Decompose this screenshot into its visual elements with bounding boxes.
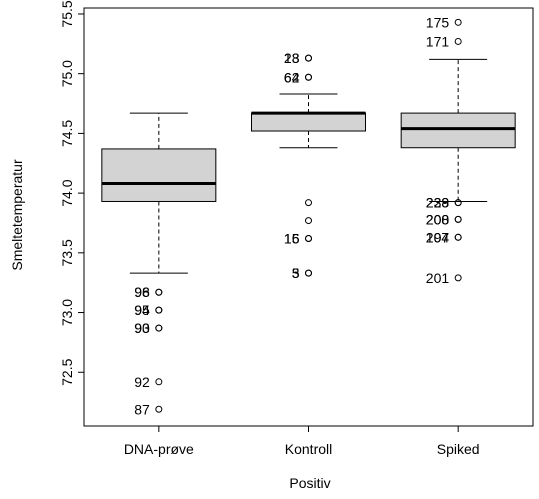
outlier-point (454, 274, 462, 282)
x-tick-label: Spiked (437, 441, 480, 457)
y-tick-label: 75.5 (59, 0, 75, 27)
box-3 (400, 58, 516, 202)
outlier-label: 5 (292, 265, 300, 281)
iqr-box (400, 112, 516, 149)
outlier-label: 197 (426, 229, 450, 245)
outlier-point (305, 73, 312, 81)
outlier-label: 87 (134, 401, 150, 417)
outlier-label: 175 (426, 14, 450, 30)
outlier-label: 23 (284, 50, 300, 66)
outlier-label: 94 (134, 302, 150, 318)
outlier-label: 18 (284, 50, 300, 66)
outlier-point (305, 54, 312, 62)
y-tick-label: 74.5 (59, 120, 75, 147)
x-tick-label: Kontroll (285, 441, 332, 457)
outliers: 9896959490939287231864621615531751712392… (134, 14, 462, 417)
outlier-label: 93 (134, 320, 150, 336)
y-tick-label: 73.0 (59, 299, 75, 326)
outlier-label: 204 (426, 229, 450, 245)
outlier-point (305, 217, 312, 225)
outlier-label: 228 (426, 195, 450, 211)
outlier-label: 62 (284, 69, 300, 85)
x-axis: DNA-prøve Kontroll Spiked (124, 426, 480, 457)
plot-frame (83, 7, 534, 427)
outlier-label: 208 (426, 211, 450, 227)
y-tick-label: 73.5 (59, 239, 75, 266)
plot-border (83, 7, 534, 427)
outlier-label: 3 (292, 265, 300, 281)
outlier-label: 16 (284, 230, 300, 246)
y-tick-label: 72.5 (59, 358, 75, 385)
x-axis-title: Positiv (289, 475, 330, 491)
outlier-point (305, 234, 312, 242)
outlier-point (155, 378, 163, 386)
outlier-label: 96 (134, 284, 150, 300)
outlier-point (155, 306, 163, 314)
x-tick-label: DNA-prøve (124, 441, 194, 457)
iqr-box (101, 148, 217, 202)
outlier-label: 171 (426, 33, 450, 49)
outlier-point (305, 269, 312, 277)
boxes (101, 58, 516, 274)
y-axis-title: Smeltetemperatur (9, 159, 25, 271)
outlier-label: 200 (426, 211, 450, 227)
outlier-label: 95 (134, 302, 150, 318)
iqr-box (251, 112, 366, 132)
y-tick-label: 74.0 (59, 179, 75, 206)
outlier-point (155, 288, 163, 296)
outlier-point (454, 18, 462, 26)
outlier-point (454, 37, 462, 45)
y-axis: 72.5 73.0 73.5 74.0 74.5 75.0 75.5 (59, 0, 84, 386)
outlier-label: 15 (284, 230, 300, 246)
y-tick-label: 75.0 (59, 60, 75, 87)
box-1 (101, 112, 217, 274)
box-2 (251, 93, 366, 149)
outlier-point (454, 199, 462, 207)
outlier-point (454, 215, 462, 223)
outlier-point (305, 199, 312, 207)
outlier-point (454, 233, 462, 241)
outlier-label: 64 (284, 69, 300, 85)
outlier-label: 90 (134, 320, 150, 336)
outlier-point (155, 324, 163, 332)
outlier-label: 201 (426, 270, 450, 286)
outlier-point (155, 405, 163, 413)
outlier-label: 239 (426, 195, 450, 211)
outlier-label: 92 (134, 374, 150, 390)
outlier-label: 98 (134, 284, 150, 300)
